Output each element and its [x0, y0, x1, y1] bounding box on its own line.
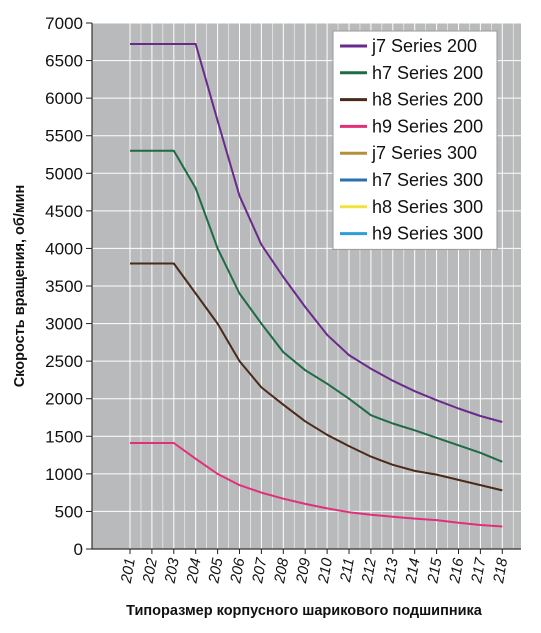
x-tick-label: 202	[140, 556, 161, 585]
legend-label: h8 Series 200	[372, 90, 483, 110]
y-tick-label: 5500	[45, 127, 83, 146]
x-axis-title: Типоразмер корпусного шарикового подшипн…	[126, 603, 483, 619]
x-tick-label: 213	[380, 556, 401, 585]
y-tick-label: 3000	[45, 315, 83, 334]
x-tick-label: 203	[161, 556, 182, 585]
x-tick-label: 212	[359, 556, 380, 585]
y-axis-title: Скорость вращения, об/мин	[12, 185, 28, 388]
y-tick-label: 7000	[45, 14, 83, 33]
series-line-3	[130, 442, 503, 528]
legend-label: h7 Series 300	[372, 170, 483, 190]
legend-label: j7 Series 200	[371, 36, 477, 56]
series-lines	[130, 43, 503, 528]
y-tick-label: 5000	[45, 164, 83, 183]
y-tick-label: 6500	[45, 52, 83, 71]
legend-label: j7 Series 300	[371, 143, 477, 163]
y-tick-label: 6000	[45, 89, 83, 108]
x-tick-label: 210	[315, 556, 336, 585]
legend-label: h7 Series 200	[372, 63, 483, 83]
y-tick-label: 2000	[45, 390, 83, 409]
x-tick-label: 216	[446, 556, 467, 585]
x-tick-label: 215	[424, 556, 445, 585]
y-tick-label: 0	[74, 540, 83, 559]
legend-box	[332, 30, 498, 250]
legend-label: h9 Series 300	[372, 224, 483, 244]
x-tick-label: 218	[490, 556, 511, 585]
y-tick-label: 1500	[45, 427, 83, 446]
x-tick-label: 217	[468, 556, 489, 585]
x-tick-label: 211	[337, 557, 358, 584]
y-tick-label: 2500	[45, 352, 83, 371]
y-tick-label: 4500	[45, 202, 83, 221]
x-tick-label: 208	[271, 556, 292, 585]
x-tick-label: 207	[249, 556, 270, 585]
series-line-2	[130, 262, 503, 492]
legend: j7 Series 200 h7 Series 200 h8 Series 200 h…	[332, 30, 498, 250]
series-line-0	[130, 43, 503, 423]
series-line-1	[130, 149, 503, 463]
y-tick-label: 4000	[45, 239, 83, 258]
x-tick-label: 204	[183, 557, 204, 586]
legend-label: h9 Series 200	[372, 116, 483, 136]
y-axis-ticks: 0 500 1000 1500 2000 2500 3000 3500 4000 4500 5000…	[45, 14, 92, 559]
x-tick-label: 209	[293, 556, 314, 585]
x-tick-label: 206	[227, 556, 248, 585]
legend-label: h8 Series 300	[372, 197, 483, 217]
x-tick-label: 214	[402, 557, 423, 586]
x-axis-ticks: 201 202 203 204 205 206 207 208 209 210 211 212 213 2…	[118, 549, 511, 586]
y-tick-label: 1000	[45, 465, 83, 484]
x-tick-label: 201	[118, 557, 139, 586]
x-tick-label: 205	[205, 556, 226, 585]
y-tick-label: 3500	[45, 277, 83, 296]
y-tick-label: 500	[55, 502, 83, 521]
